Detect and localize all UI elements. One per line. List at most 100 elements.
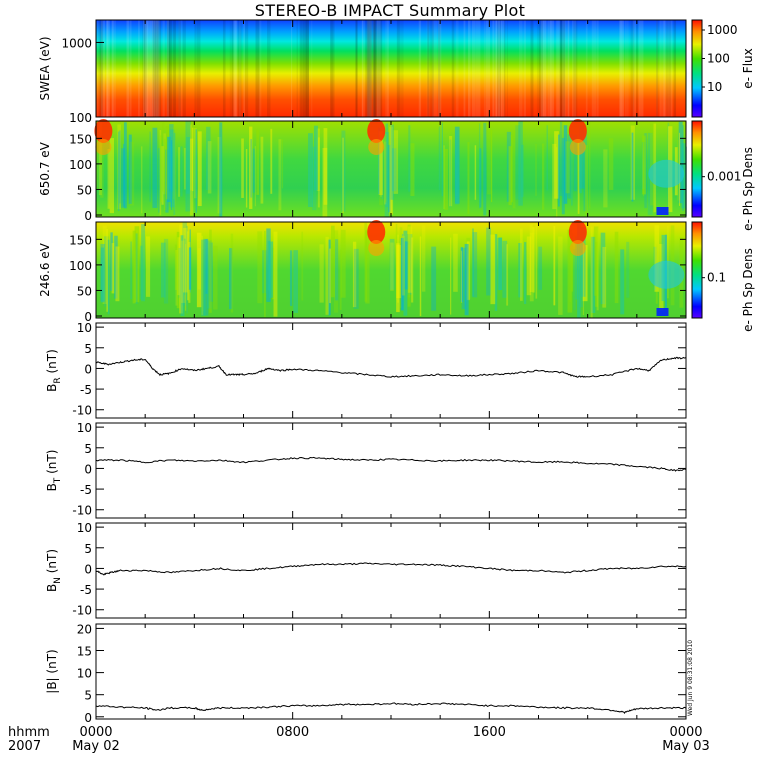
- swea-texture: [196, 20, 201, 117]
- pad246-texture: [389, 238, 395, 290]
- pad650-texture: [455, 130, 459, 205]
- swea-texture: [562, 20, 567, 117]
- pad246-texture: [329, 248, 331, 304]
- pad650-texture: [389, 126, 394, 215]
- pad246-colorbar-tick-label: 0.1: [707, 271, 726, 285]
- pad650-texture: [256, 129, 260, 195]
- swea-ytick-label: 100: [69, 111, 92, 125]
- br-ytick-label: 5: [84, 342, 92, 356]
- swea-texture: [501, 20, 505, 117]
- pad246-texture: [506, 244, 509, 306]
- pad246-texture: [407, 224, 411, 307]
- bmag-ytick-label: 0: [84, 711, 92, 725]
- pad246-texture: [110, 232, 113, 291]
- pad650-texture: [565, 141, 570, 194]
- pad246-texture: [174, 244, 178, 290]
- pad650-texture: [184, 147, 186, 190]
- pad650-texture: [194, 127, 197, 199]
- swea-texture: [126, 20, 129, 117]
- pad650-texture: [438, 126, 441, 191]
- swea-texture: [373, 20, 376, 117]
- pad246-texture: [577, 223, 581, 318]
- pad246-texture: [486, 227, 492, 296]
- pad246-texture: [567, 229, 573, 313]
- pad650-texture: [512, 130, 516, 209]
- swea-texture: [266, 20, 271, 117]
- pad246-texture: [472, 228, 474, 297]
- swea-texture: [149, 20, 153, 117]
- pad650-texture: [341, 130, 346, 212]
- pad246-texture: [257, 231, 263, 304]
- br-ytick-label: -5: [80, 383, 92, 397]
- pad246-texture: [339, 249, 342, 310]
- pad650-texture: [260, 136, 264, 204]
- pad246-texture: [396, 245, 402, 299]
- pad650-event-halo: [569, 139, 586, 155]
- pad246-texture: [401, 233, 404, 310]
- pad246-texture: [272, 247, 275, 300]
- pad246-texture: [188, 247, 192, 290]
- pad246-texture: [180, 235, 185, 317]
- pad650-texture: [178, 147, 180, 197]
- swea-texture: [112, 20, 116, 117]
- pad246-texture: [490, 234, 496, 305]
- pad246-texture: [293, 250, 298, 313]
- pad246-texture: [209, 229, 212, 313]
- pad246-texture: [115, 246, 120, 302]
- pad246-texture: [553, 225, 556, 306]
- pad650-texture: [123, 122, 127, 209]
- pad650-texture: [281, 139, 284, 189]
- pad650-texture: [197, 131, 202, 207]
- pad246-texture: [419, 236, 422, 317]
- swea-texture: [630, 20, 635, 117]
- swea-texture: [300, 20, 306, 117]
- pad650-texture: [241, 138, 244, 198]
- bt-ytick-label: 5: [84, 442, 92, 456]
- swea-texture: [178, 20, 181, 117]
- pad650-texture: [483, 122, 487, 216]
- pad650-texture: [190, 124, 192, 191]
- panel-bmag: [95, 623, 687, 720]
- pad650-texture: [554, 131, 559, 199]
- swea-texture: [302, 20, 308, 117]
- pad650-low-patch: [656, 207, 669, 215]
- swea-texture: [374, 20, 378, 117]
- pad246-texture: [140, 245, 143, 300]
- pad246-texture: [596, 227, 599, 311]
- pad650-colorbar-tick-label: 0.001: [707, 170, 741, 184]
- swea-texture: [636, 20, 638, 117]
- pad650-texture: [682, 125, 684, 211]
- swea-colorbar: [692, 20, 702, 117]
- pad246-texture: [352, 241, 357, 308]
- pad246-texture: [529, 232, 534, 302]
- bmag-ytick-label: 10: [77, 667, 92, 681]
- bn-ytick-label: 5: [84, 542, 92, 556]
- pad246-heatmap-base: [96, 222, 686, 318]
- swea-texture: [455, 20, 459, 117]
- pad246-cyan-patch: [648, 260, 685, 289]
- panel-pad650: [94, 119, 705, 218]
- pad246-texture: [135, 233, 138, 304]
- pad246-texture: [141, 224, 146, 302]
- pad650-texture: [206, 126, 211, 191]
- pad650-texture: [559, 121, 563, 196]
- pad650-texture: [172, 127, 175, 200]
- swea-texture: [376, 20, 381, 117]
- pad650-event-halo: [95, 139, 112, 155]
- pad650-event: [367, 119, 386, 143]
- pad246-texture: [229, 248, 233, 310]
- pad246-texture: [106, 228, 108, 312]
- pad246-texture: [262, 250, 267, 294]
- swea-texture: [544, 20, 547, 117]
- swea-texture: [495, 20, 501, 117]
- swea-texture: [100, 20, 106, 117]
- pad650-texture: [128, 134, 132, 204]
- swea-texture: [567, 20, 570, 117]
- pad650-texture: [546, 125, 548, 191]
- swea-texture: [234, 20, 237, 117]
- pad246-texture: [494, 234, 498, 311]
- pad650-texture: [561, 137, 565, 215]
- pad650-texture: [608, 138, 614, 190]
- pad650-texture: [384, 141, 387, 205]
- pad650-texture: [173, 140, 176, 217]
